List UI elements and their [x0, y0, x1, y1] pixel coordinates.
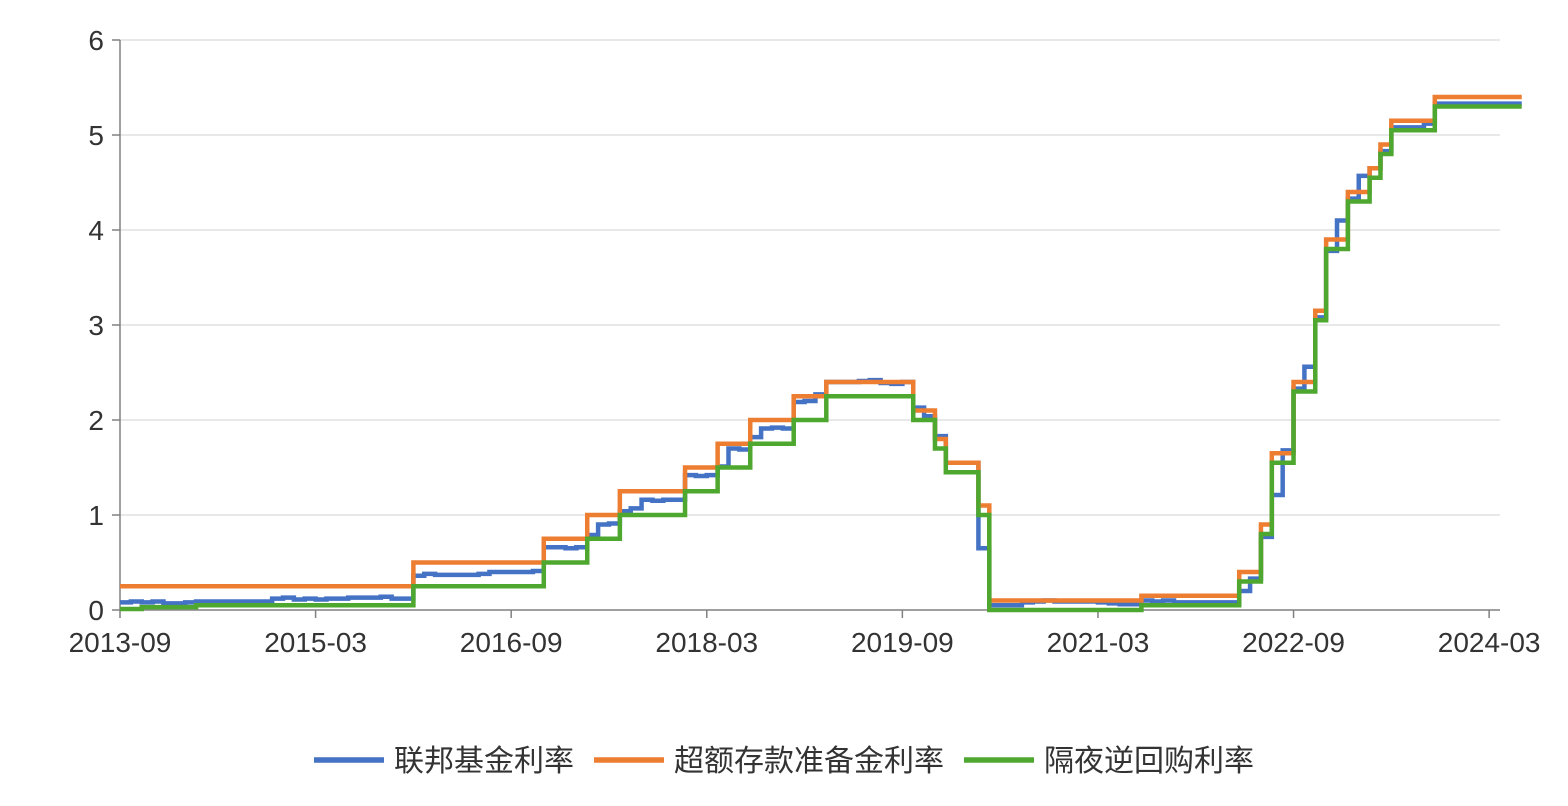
x-axis-label: 2018-03 [655, 627, 758, 658]
y-axis-label: 1 [88, 500, 104, 531]
y-axis-label: 3 [88, 310, 104, 341]
x-axis-label: 2015-03 [264, 627, 367, 658]
y-axis-label: 2 [88, 405, 104, 436]
x-axis-label: 2024-03 [1438, 627, 1541, 658]
interest-rate-chart: 0 1 2 3 4 5 6 2013-09 2015-03 2016-09 2018-03 2019-… [20, 20, 1548, 786]
legend: 联邦基金利率 超额存款准备金利率 隔夜逆回购利率 [314, 745, 1254, 778]
y-axis-label: 5 [88, 120, 104, 151]
x-axis-label: 2013-09 [69, 627, 172, 658]
x-axis-label: 2022-09 [1242, 627, 1345, 658]
x-axis-label: 2019-09 [851, 627, 954, 658]
legend-label: 超额存款准备金利率 [674, 745, 944, 778]
y-axis-label: 6 [88, 25, 104, 56]
series-line-2 [120, 107, 1522, 611]
series-line-0 [120, 104, 1522, 606]
x-axis-label: 2021-03 [1047, 627, 1150, 658]
series-line-1 [120, 97, 1522, 601]
x-axis-label: 2016-09 [460, 627, 563, 658]
chart-svg: 0 1 2 3 4 5 6 2013-09 2015-03 2016-09 2018-03 2019-… [20, 20, 1548, 786]
legend-label: 隔夜逆回购利率 [1044, 745, 1254, 778]
y-axis-label: 0 [88, 595, 104, 626]
y-axis-label: 4 [88, 215, 104, 246]
legend-label: 联邦基金利率 [394, 745, 574, 778]
